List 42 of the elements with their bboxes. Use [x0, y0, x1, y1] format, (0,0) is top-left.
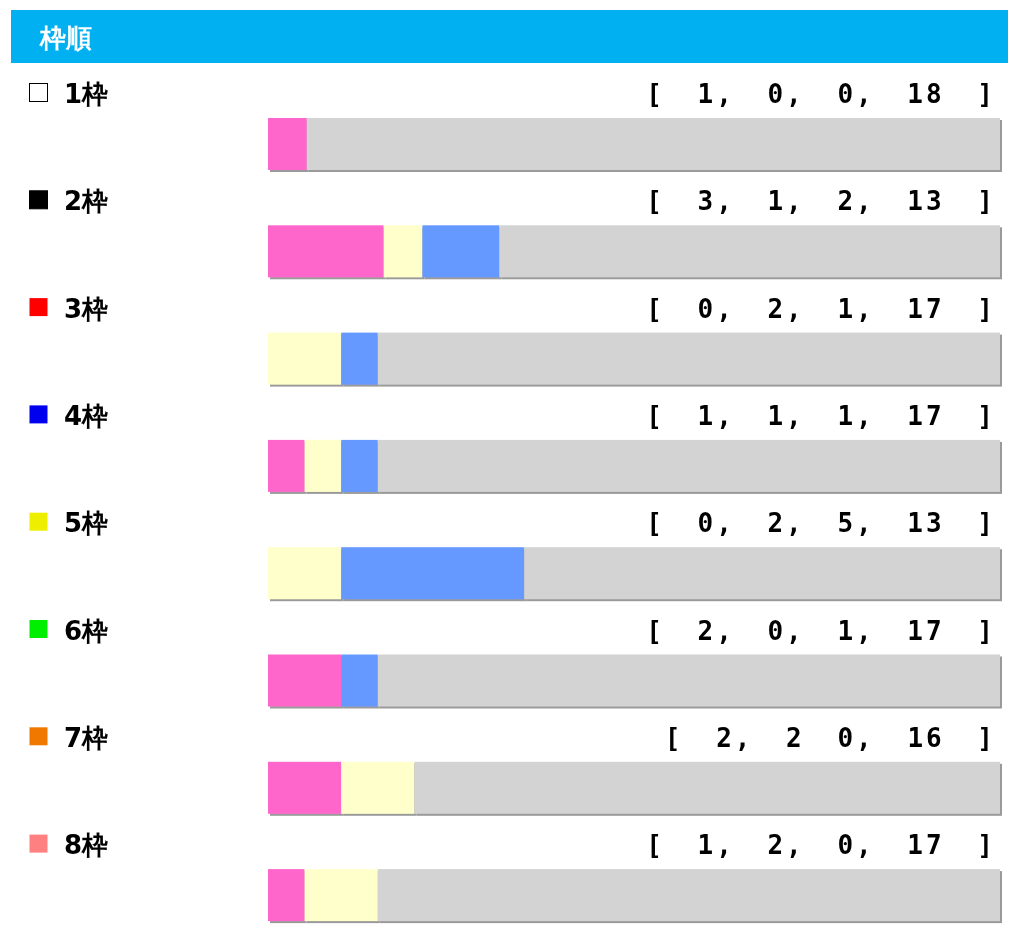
bar [268, 869, 305, 922]
bar [341, 439, 378, 492]
bar [306, 118, 1000, 170]
bar [268, 225, 384, 278]
bar [341, 654, 378, 707]
y-tick-label: 4枠 [64, 400, 109, 431]
bar [499, 225, 1000, 278]
y-tick-label: 1枠 [64, 79, 109, 109]
bar [377, 332, 1000, 385]
annotation: [ 1, 0, 0, 18 ] [646, 79, 996, 109]
bar [268, 118, 307, 170]
bar [341, 547, 525, 600]
y-tick-label: 7枠 [64, 722, 109, 753]
annotation: [ 1, 2, 0, 17 ] [646, 830, 996, 861]
bar [377, 869, 1000, 922]
annotation: [ 2, 2 0, 16 ] [664, 722, 996, 753]
annotation: [ 2, 0, 1, 17 ] [646, 615, 996, 646]
bar [268, 332, 342, 385]
y-tick-label: 6枠 [64, 615, 109, 646]
y-tick-label: 2枠 [64, 186, 109, 217]
bar [524, 547, 1000, 600]
bar [383, 225, 423, 278]
bar [377, 439, 1000, 492]
bar [414, 761, 1000, 814]
y-tick-label: 8枠 [64, 830, 109, 861]
bar [268, 439, 305, 492]
bar [304, 869, 378, 922]
bar [341, 332, 378, 385]
annotation: [ 0, 2, 5, 13 ] [646, 508, 996, 539]
bar [341, 761, 415, 814]
y-tick-label: 3枠 [64, 293, 109, 324]
annotation: [ 1, 1, 1, 17 ] [646, 400, 996, 431]
bar [268, 761, 342, 814]
bar [268, 654, 342, 707]
annotation: [ 0, 2, 1, 17 ] [646, 293, 996, 324]
bar [304, 439, 342, 492]
bar [268, 547, 342, 600]
chart-title: 枠順 [39, 23, 92, 53]
y-tick-label: 5枠 [64, 508, 109, 539]
annotation: [ 3, 1, 2, 13 ] [646, 186, 996, 217]
bar [377, 654, 1000, 707]
bar [422, 225, 500, 278]
